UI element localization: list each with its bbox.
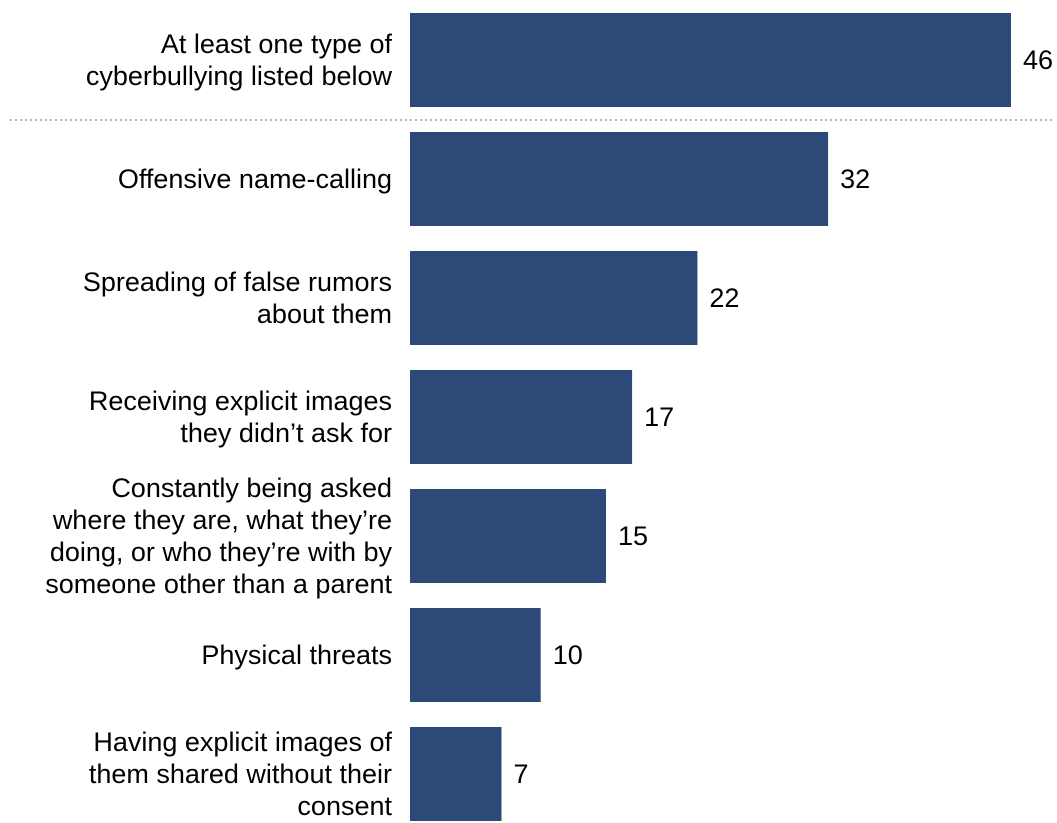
category-label-2: Spreading of false rumors about them bbox=[83, 267, 392, 329]
value-label-1: 32 bbox=[840, 164, 870, 194]
category-label-4-line-0: Constantly being asked bbox=[111, 473, 392, 503]
bar-1 bbox=[410, 132, 829, 226]
value-label-4: 15 bbox=[618, 521, 648, 551]
value-label-5: 10 bbox=[553, 640, 583, 670]
value-labels-layer: 46 32 22 17 15 10 7 bbox=[514, 45, 1054, 789]
category-label-6-line-1: them shared without their bbox=[89, 759, 392, 789]
category-label-1: Offensive name-calling bbox=[118, 164, 392, 194]
category-labels-layer: At least one type of cyberbullying listed… bbox=[45, 29, 392, 821]
category-label-4-line-3: someone other than a parent bbox=[45, 569, 392, 599]
category-label-5-line-0: Physical threats bbox=[201, 640, 392, 670]
category-label-0-line-0: At least one type of bbox=[161, 29, 393, 59]
category-label-4: Constantly being asked where they are, wh… bbox=[45, 473, 392, 599]
bar-5 bbox=[410, 608, 541, 702]
bar-0 bbox=[410, 13, 1011, 107]
category-label-4-line-1: where they are, what they’re bbox=[52, 505, 392, 535]
category-label-2-line-0: Spreading of false rumors bbox=[83, 267, 392, 297]
category-label-1-line-0: Offensive name-calling bbox=[118, 164, 392, 194]
category-label-4-line-2: doing, or who they’re with by bbox=[50, 537, 393, 567]
bars-layer bbox=[410, 13, 1011, 821]
bar-2 bbox=[410, 251, 698, 345]
bar-4 bbox=[410, 489, 606, 583]
category-label-5: Physical threats bbox=[201, 640, 392, 670]
value-label-0: 46 bbox=[1023, 45, 1053, 75]
category-label-3-line-1: they didn’t ask for bbox=[180, 418, 392, 448]
value-label-6: 7 bbox=[514, 759, 529, 789]
value-label-2: 22 bbox=[709, 283, 739, 313]
category-label-0-line-1: cyberbullying listed below bbox=[86, 61, 393, 91]
category-label-6-line-2: consent bbox=[297, 791, 392, 821]
category-label-6-line-0: Having explicit images of bbox=[93, 727, 392, 757]
category-label-6: Having explicit images of them shared wit… bbox=[89, 727, 393, 821]
category-label-3: Receiving explicit images they didn’t ask… bbox=[89, 386, 392, 448]
value-label-3: 17 bbox=[644, 402, 674, 432]
bar-3 bbox=[410, 370, 633, 464]
category-label-2-line-1: about them bbox=[257, 299, 392, 329]
category-label-3-line-0: Receiving explicit images bbox=[89, 386, 392, 416]
bar-6 bbox=[410, 727, 502, 821]
category-label-0: At least one type of cyberbullying listed… bbox=[86, 29, 393, 91]
